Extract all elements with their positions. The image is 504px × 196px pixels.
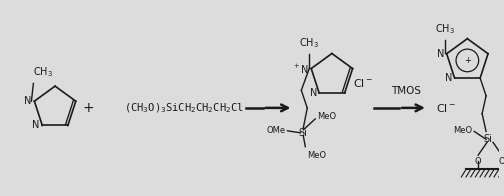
Text: N: N <box>437 49 445 59</box>
Text: $^+$N: $^+$N <box>292 63 309 76</box>
Text: CH$_3$: CH$_3$ <box>434 22 455 36</box>
Text: Cl$^-$: Cl$^-$ <box>353 77 372 89</box>
Text: N: N <box>32 121 39 131</box>
Text: N: N <box>445 73 453 83</box>
Text: Si: Si <box>299 128 308 138</box>
Text: OMe: OMe <box>267 126 285 135</box>
Text: TMOS: TMOS <box>391 86 421 96</box>
Text: N: N <box>24 96 31 106</box>
Text: (CH$_3$O)$_3$SiCH$_2$CH$_2$CH$_2$Cl: (CH$_3$O)$_3$SiCH$_2$CH$_2$CH$_2$Cl <box>123 101 243 115</box>
Text: MeO: MeO <box>317 113 336 122</box>
Text: O: O <box>498 157 504 166</box>
Text: MeO: MeO <box>453 126 472 135</box>
Text: O: O <box>475 157 481 166</box>
Text: CH$_3$: CH$_3$ <box>33 66 53 79</box>
Text: MeO: MeO <box>307 151 327 160</box>
Text: N: N <box>310 88 317 98</box>
Text: +: + <box>464 56 471 65</box>
Text: Si: Si <box>484 134 492 144</box>
Text: +: + <box>83 101 95 115</box>
Text: CH$_3$: CH$_3$ <box>299 36 319 50</box>
Text: Cl$^-$: Cl$^-$ <box>436 102 456 114</box>
